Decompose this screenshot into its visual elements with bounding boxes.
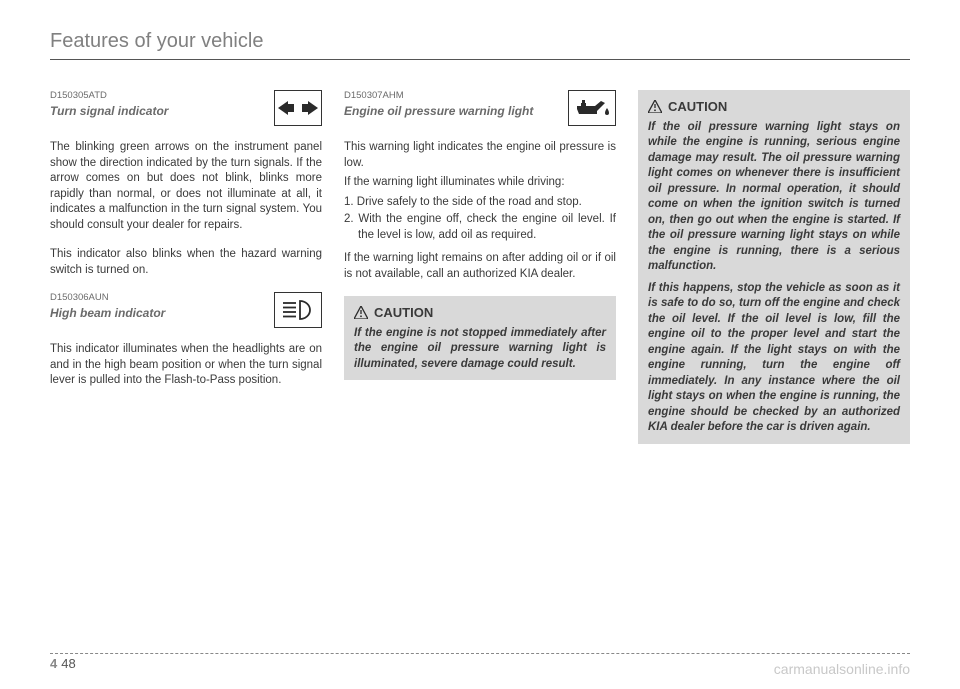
- page-no: 48: [61, 656, 75, 671]
- watermark: carmanualsonline.info: [774, 661, 910, 677]
- section-label: Engine oil pressure warning light: [344, 104, 560, 118]
- section-label: Turn signal indicator: [50, 104, 266, 118]
- section-code: D150306AUN: [50, 292, 266, 305]
- oil-can-icon: [568, 90, 616, 126]
- caution-label: CAUTION: [374, 304, 433, 322]
- caution-title: CAUTION: [648, 98, 900, 116]
- warning-triangle-icon: [648, 100, 662, 113]
- body-text: If the warning light illuminates while d…: [344, 175, 616, 191]
- high-beam-icon: [274, 292, 322, 328]
- column-3: CAUTION If the oil pressure warning ligh…: [638, 90, 910, 454]
- body-text: This indicator illuminates when the head…: [50, 342, 322, 389]
- oil-pressure-header: D150307AHM Engine oil pressure warning l…: [344, 90, 616, 126]
- content-columns: D150305ATD Turn signal indicator The bli…: [50, 90, 910, 454]
- caution-box-large: CAUTION If the oil pressure warning ligh…: [638, 90, 910, 444]
- caution-paragraph: If the oil pressure warning light stays …: [648, 120, 900, 275]
- column-2: D150307AHM Engine oil pressure warning l…: [344, 90, 616, 454]
- caution-text: If the engine is not stopped immediately…: [354, 326, 606, 373]
- page-header-title: Features of your vehicle: [50, 30, 910, 60]
- body-text: The blinking green arrows on the instrum…: [50, 140, 322, 233]
- list-item: 1. Drive safely to the side of the road …: [344, 195, 616, 211]
- caution-box-small: CAUTION If the engine is not stopped imm…: [344, 296, 616, 380]
- high-beam-header: D150306AUN High beam indicator: [50, 292, 322, 328]
- turn-signal-icon: [274, 90, 322, 126]
- caution-title: CAUTION: [354, 304, 606, 322]
- section-code: D150307AHM: [344, 90, 560, 103]
- turn-signal-header: D150305ATD Turn signal indicator: [50, 90, 322, 126]
- column-1: D150305ATD Turn signal indicator The bli…: [50, 90, 322, 454]
- body-text: This indicator also blinks when the haza…: [50, 247, 322, 278]
- section-label: High beam indicator: [50, 306, 266, 320]
- chapter-number: 4: [50, 656, 57, 671]
- section-code: D150305ATD: [50, 90, 266, 103]
- body-text: If the warning light remains on after ad…: [344, 251, 616, 282]
- caution-label: CAUTION: [668, 98, 727, 116]
- warning-triangle-icon: [354, 306, 368, 319]
- list-item: 2. With the engine off, check the engine…: [344, 212, 616, 243]
- caution-paragraph: If this happens, stop the vehicle as soo…: [648, 281, 900, 436]
- body-text: This warning light indicates the engine …: [344, 140, 616, 171]
